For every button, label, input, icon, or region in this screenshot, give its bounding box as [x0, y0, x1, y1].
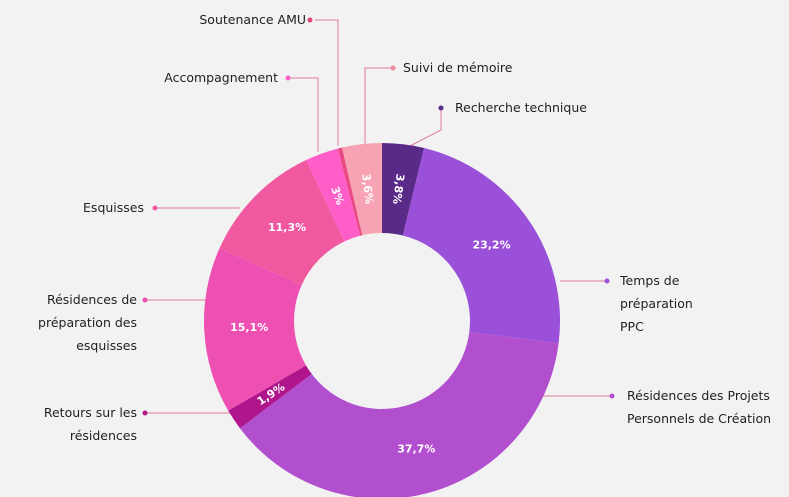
value-label: 3%	[328, 185, 347, 207]
donut-slice	[203, 248, 306, 411]
value-label: 11,3%	[268, 221, 306, 234]
category-label: Recherche technique	[455, 100, 587, 115]
donut-slice	[402, 148, 560, 344]
label-dot	[285, 75, 291, 81]
value-label: 15,1%	[230, 321, 268, 334]
label-dot	[438, 105, 444, 111]
leader-line	[288, 77, 319, 152]
label-dot	[152, 205, 158, 211]
leader-line	[315, 19, 339, 146]
value-label: 3,6%	[359, 173, 375, 205]
label-dot	[604, 278, 610, 284]
category-label: Esquisses	[83, 200, 144, 215]
donut-slice	[306, 148, 361, 242]
label-dot	[609, 393, 615, 399]
donut-slice	[219, 159, 345, 286]
label-dots	[142, 17, 615, 416]
category-label: Résidences de préparation des esquisses	[38, 292, 137, 353]
donut-slice	[337, 147, 363, 236]
donut-slice	[228, 365, 312, 429]
category-label: Retours sur les résidences	[43, 405, 137, 443]
value-label: 3,8%	[390, 173, 407, 205]
label-dot	[307, 17, 313, 23]
value-label: 23,2%	[472, 239, 510, 252]
value-label: 37,7%	[397, 443, 435, 456]
category-label: Suivi de mémoire	[403, 60, 513, 75]
donut-slice	[342, 143, 382, 236]
category-label: Soutenance AMU	[199, 12, 306, 27]
donut-slice	[382, 143, 425, 236]
category-label: Temps de préparation PPC	[620, 273, 693, 334]
category-label: Accompagnement	[164, 70, 278, 85]
leader-line	[409, 108, 442, 147]
label-dot	[142, 297, 148, 303]
donut-slice	[239, 332, 559, 497]
category-label: Résidences des Projets Personnels de Cré…	[627, 388, 772, 426]
label-dot	[390, 65, 396, 71]
leader-lines	[145, 19, 612, 414]
label-dot	[142, 410, 148, 416]
leader-line	[364, 67, 393, 146]
